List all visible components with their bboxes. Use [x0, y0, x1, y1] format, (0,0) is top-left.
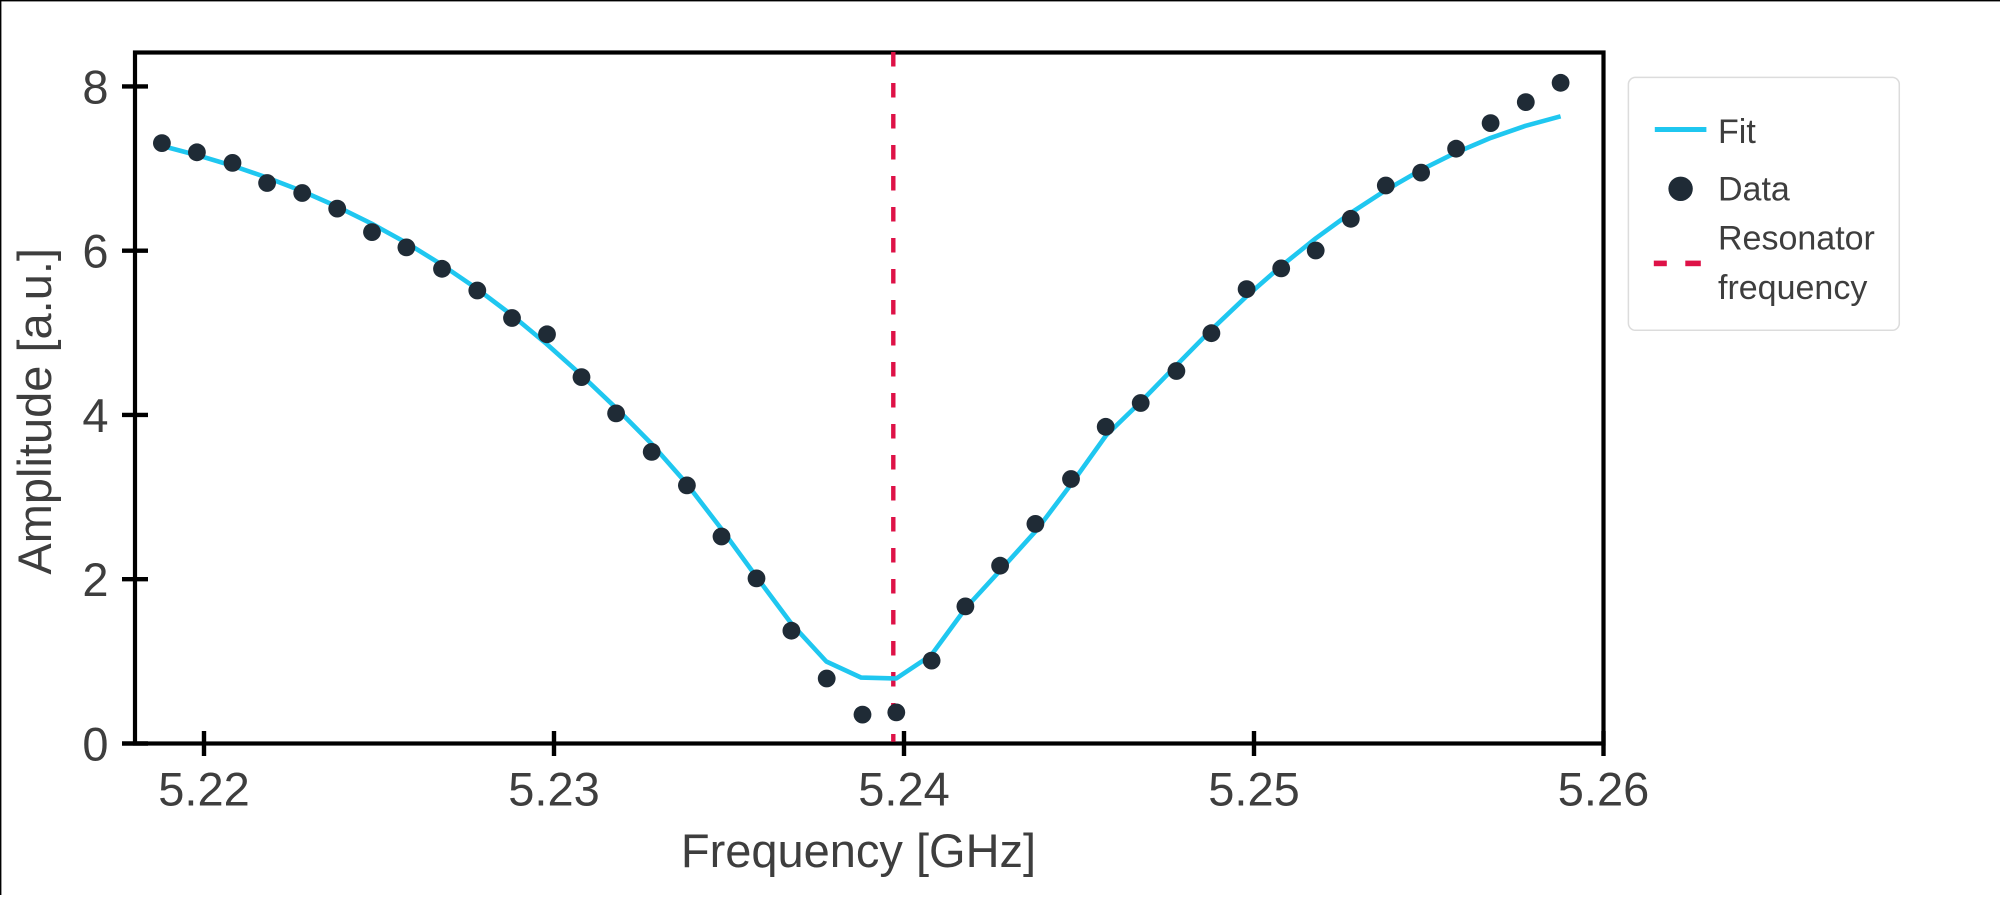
svg-text:Amplitude [a.u.]: Amplitude [a.u.]	[8, 248, 61, 575]
svg-text:5.25: 5.25	[1208, 762, 1299, 815]
svg-text:5.22: 5.22	[158, 762, 249, 815]
svg-text:8: 8	[82, 60, 108, 113]
svg-text:5.24: 5.24	[858, 762, 949, 815]
svg-text:Resonator: Resonator	[1718, 220, 1875, 258]
svg-text:0: 0	[82, 718, 108, 771]
svg-text:Frequency [GHz]: Frequency [GHz]	[681, 824, 1036, 877]
svg-text:5.26: 5.26	[1558, 762, 1649, 815]
svg-text:5.23: 5.23	[508, 762, 599, 815]
svg-text:2: 2	[82, 553, 108, 606]
svg-text:4: 4	[82, 389, 108, 442]
svg-text:Fit: Fit	[1718, 113, 1756, 151]
svg-text:6: 6	[82, 225, 108, 278]
svg-text:frequency: frequency	[1718, 269, 1867, 307]
svg-text:Data: Data	[1718, 170, 1790, 208]
